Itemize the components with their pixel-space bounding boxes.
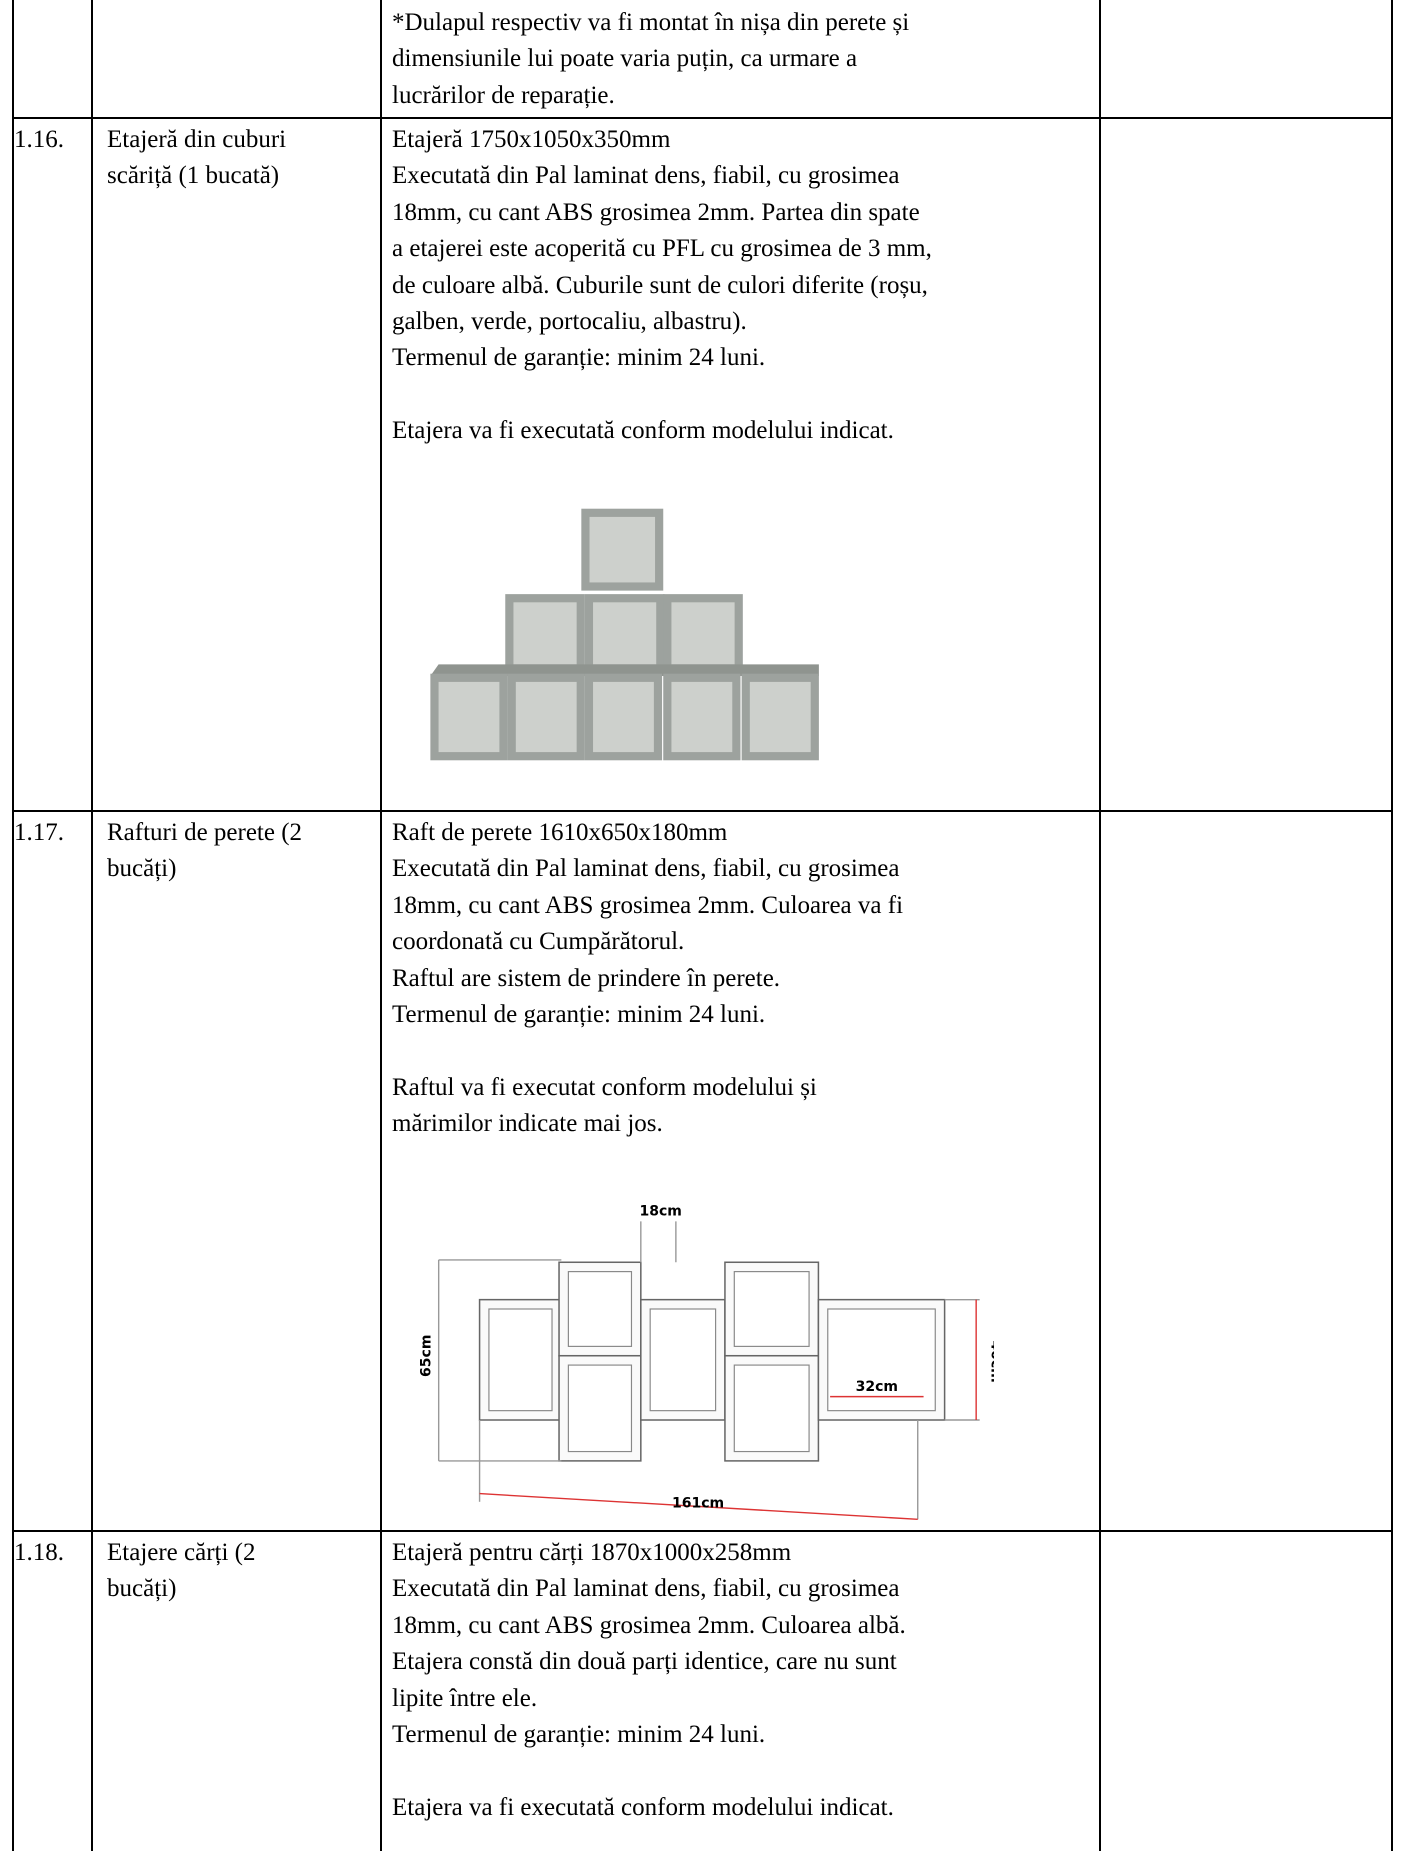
description-line: lipite între ele. xyxy=(392,1684,538,1712)
shelf-box-inner xyxy=(827,1308,936,1412)
description-line: galben, verde, portocaliu, albastru). xyxy=(392,308,747,335)
cube-inner xyxy=(438,681,500,753)
description-line: Raft de perete 1610x650x180mm xyxy=(392,819,728,846)
description-line: Termenul de garanție: minim 24 luni. xyxy=(392,344,766,372)
column-border xyxy=(91,0,93,1851)
shelf-box-inner xyxy=(488,1308,553,1412)
description-line: Executată din Pal laminat dens, fiabil, … xyxy=(392,855,900,883)
description-line: 18mm, cu cant ABS grosimea 2mm. Partea d… xyxy=(392,198,920,226)
description-line: dimensiunile lui poate varia puțin, ca u… xyxy=(392,45,858,73)
column-border xyxy=(380,0,382,1851)
column-border xyxy=(1099,0,1101,1851)
cube-inner xyxy=(671,681,733,753)
description-line: Executată din Pal laminat dens, fiabil, … xyxy=(392,1575,900,1603)
item-number: 1.17. xyxy=(14,819,64,846)
cube-inner xyxy=(593,681,654,753)
cube-inner xyxy=(589,516,656,583)
shelf-box-inner xyxy=(567,1364,633,1453)
description-line: Termenul de garanție: minim 24 luni. xyxy=(392,1721,766,1748)
dimension-line xyxy=(479,1492,918,1521)
description-line: Executată din Pal laminat dens, fiabil, … xyxy=(392,162,900,190)
item-name: Rafturi de perete (2 xyxy=(107,819,303,846)
description-line: Raftul are sistem de prindere în perete. xyxy=(392,964,781,992)
shelf-box-inner xyxy=(567,1271,633,1347)
description-line: a etajerei este acoperită cu PFL cu gros… xyxy=(392,235,932,263)
cube-top xyxy=(430,664,819,677)
dimension-label: 161cm xyxy=(672,1496,724,1512)
description-line: Etajera va fi executată conform modelulu… xyxy=(392,417,894,445)
description-line: Etajera constă din două parți identice, … xyxy=(392,1648,897,1676)
column-border xyxy=(1391,0,1393,1851)
description-line: mărimilor indicate mai jos. xyxy=(392,1110,663,1138)
cube-inner xyxy=(515,681,577,753)
description-line: 18mm, cu cant ABS grosimea 2mm. Culoarea… xyxy=(392,891,904,919)
item-number: 1.16. xyxy=(14,126,64,153)
description-line: Etajera va fi executată conform modelulu… xyxy=(392,1793,894,1821)
cube-inner xyxy=(671,602,735,665)
description-line: Termenul de garanție: minim 24 luni. xyxy=(392,1001,766,1028)
description-line: 18mm, cu cant ABS grosimea 2mm. Culoarea… xyxy=(392,1611,906,1639)
shelf-box-inner xyxy=(733,1364,810,1453)
column-border xyxy=(12,0,14,1851)
description-line: de culoare albă. Cuburile sunt de culori… xyxy=(392,271,928,299)
description-line: Raftul va fi executat conform modelului … xyxy=(392,1073,817,1101)
description-line: Etajeră 1750x1050x350mm xyxy=(392,126,671,153)
shelf-box-inner xyxy=(733,1271,810,1347)
description-line: lucrărilor de reparație. xyxy=(392,81,615,109)
row-border xyxy=(12,117,1393,119)
item-number: 1.18. xyxy=(14,1539,64,1566)
cube-inner xyxy=(749,681,811,753)
cube-inner xyxy=(513,602,577,665)
item-name: Etajere cărți (2 xyxy=(107,1539,256,1566)
dimension-label: 32cm xyxy=(856,1379,898,1395)
wall-shelf-image: 18cm 65cm 40cm 32cm 161cm xyxy=(419,1204,994,1521)
description-line: *Dulapul respectiv va fi montat în nișa … xyxy=(392,9,910,36)
description-line: coordonată cu Cumpărătorul. xyxy=(392,928,685,956)
item-name: bucăți) xyxy=(107,1575,177,1603)
item-name: bucăți) xyxy=(107,855,177,883)
cube-shelf-image xyxy=(430,508,819,761)
item-name: Etajeră din cuburi xyxy=(107,126,287,153)
item-name: scăriță (1 bucată) xyxy=(107,162,280,190)
description-line: Etajeră pentru cărți 1870x1000x258mm xyxy=(392,1539,792,1566)
cube-inner xyxy=(593,602,657,665)
dimension-label: 18cm xyxy=(639,1204,681,1220)
row-border xyxy=(12,810,1393,812)
dimension-label: 40cm xyxy=(987,1340,994,1382)
shelf-box-inner xyxy=(649,1308,717,1412)
row-border xyxy=(12,1530,1393,1532)
dimension-label: 65cm xyxy=(419,1335,435,1377)
